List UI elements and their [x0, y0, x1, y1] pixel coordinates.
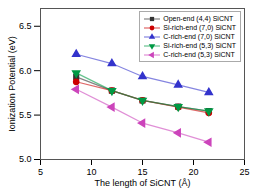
svg-text:6.0: 6.0: [19, 66, 32, 76]
svg-text:5: 5: [38, 167, 43, 177]
svg-text:6.5: 6.5: [19, 21, 32, 31]
svg-text:15: 15: [137, 167, 147, 177]
svg-text:5.0: 5.0: [19, 154, 32, 164]
svg-text:The length of SiCNT (Å): The length of SiCNT (Å): [95, 178, 191, 188]
svg-text:10: 10: [86, 167, 96, 177]
svg-text:20: 20: [188, 167, 198, 177]
html-text:C-rich-end (7,0) SiCNT: C-rich-end (7,0) SiCNT: [163, 33, 235, 40]
svg-text:25: 25: [239, 167, 249, 177]
html-text:Si-rich-end (7,0) SiCNT: Si-rich-end (7,0) SiCNT: [163, 24, 236, 31]
svg-text:Ionization Potential (eV): Ionization Potential (eV): [7, 36, 17, 132]
html-text:Open-end (4,4) SiCNT: Open-end (4,4) SiCNT: [163, 15, 234, 22]
html-text:C-rich-end (5,3) SiCNT: C-rich-end (5,3) SiCNT: [163, 51, 235, 58]
html-text:Si-rich-end (5,3) SiCNT: Si-rich-end (5,3) SiCNT: [163, 42, 236, 49]
svg-text:5.5: 5.5: [19, 110, 32, 120]
